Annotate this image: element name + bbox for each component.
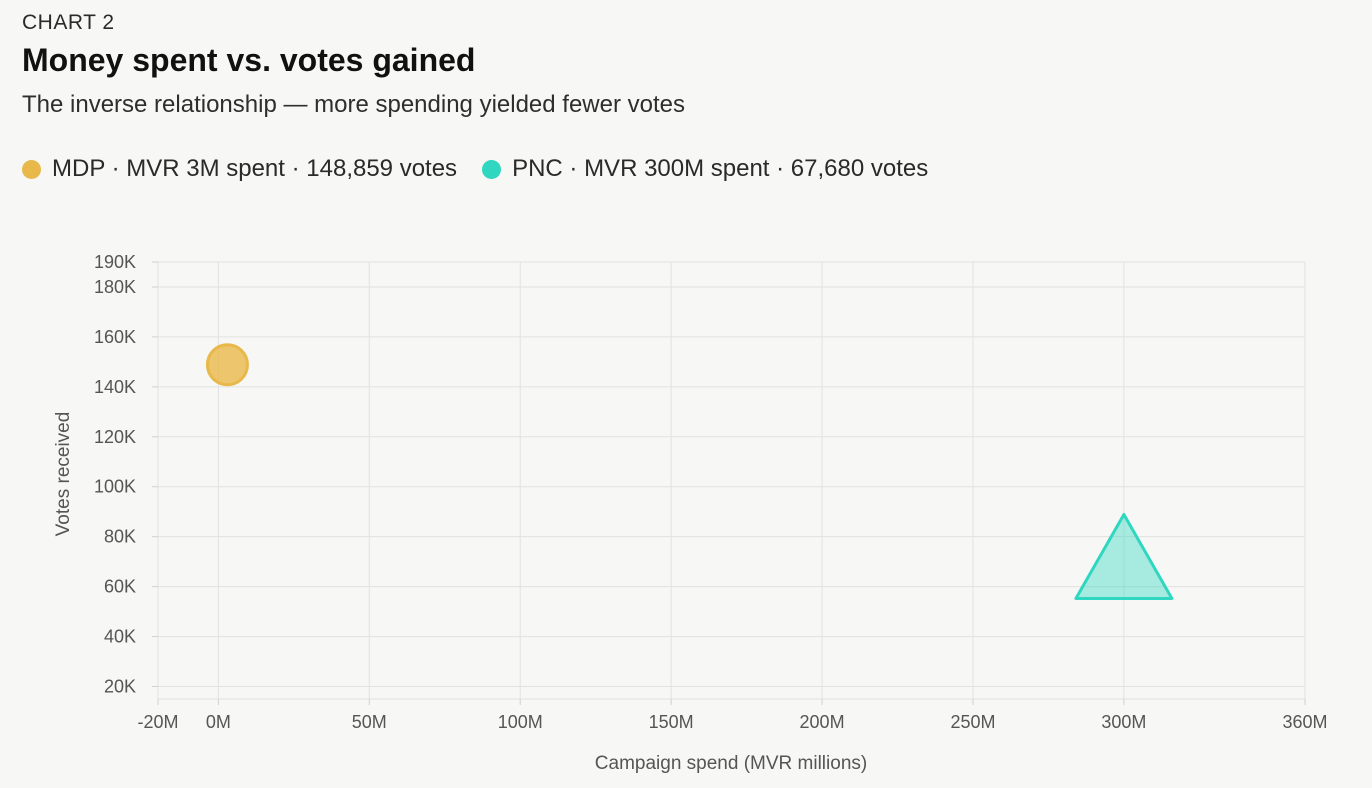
legend-item-mdp[interactable]: MDP · MVR 3M spent · 148,859 votes bbox=[22, 155, 457, 183]
x-tick-label: -20M bbox=[137, 712, 178, 732]
legend-swatch-mdp bbox=[22, 159, 41, 179]
x-tick-label: 0M bbox=[206, 712, 231, 732]
y-tick-label: 190K bbox=[94, 252, 136, 272]
legend-item-pnc[interactable]: PNC · MVR 300M spent · 67,680 votes bbox=[482, 155, 928, 183]
y-tick-label: 100K bbox=[94, 477, 136, 497]
chart-subtitle: The inverse relationship — more spending… bbox=[22, 91, 686, 118]
y-tick-label: 20K bbox=[104, 677, 136, 697]
x-axis-label: Campaign spend (MVR millions) bbox=[595, 753, 867, 774]
chart-kicker: CHART 2 bbox=[22, 11, 115, 34]
y-tick-label: 120K bbox=[94, 427, 136, 447]
x-tick-label: 250M bbox=[950, 712, 995, 732]
x-tick-label: 50M bbox=[352, 712, 387, 732]
data-point-pnc bbox=[1074, 512, 1174, 600]
grid-lines bbox=[157, 261, 1306, 700]
legend-swatch-pnc bbox=[482, 159, 502, 179]
y-tick-label: 140K bbox=[94, 377, 136, 397]
y-tick-label: 160K bbox=[94, 327, 136, 347]
x-tick-label: 360M bbox=[1282, 712, 1327, 732]
x-tick-label: 200M bbox=[800, 712, 845, 732]
legend-label-pnc: PNC · MVR 300M spent · 67,680 votes bbox=[512, 155, 929, 182]
y-axis-label: Votes received bbox=[53, 412, 74, 537]
legend: MDP · MVR 3M spent · 148,859 votes PNC ·… bbox=[22, 155, 953, 183]
x-tick-label: 150M bbox=[649, 712, 694, 732]
y-tick-label: 60K bbox=[104, 577, 136, 597]
x-tick-label: 300M bbox=[1101, 712, 1146, 732]
y-axis-ticks: 20K 40K 60K 80K 100K 120K 140K 160K 180K 190K bbox=[94, 252, 158, 697]
legend-label-mdp: MDP · MVR 3M spent · 148,859 votes bbox=[52, 155, 458, 182]
y-tick-label: 80K bbox=[104, 527, 136, 547]
y-tick-label: 180K bbox=[94, 277, 136, 297]
x-axis-ticks: -20M 0M 50M 100M 150M 200M 250M 300M 360M bbox=[137, 699, 1328, 732]
data-point-mdp bbox=[205, 343, 249, 387]
data-points bbox=[205, 343, 1174, 600]
chart-title: Money spent vs. votes gained bbox=[22, 42, 476, 78]
y-tick-label: 40K bbox=[104, 627, 136, 647]
x-tick-label: 100M bbox=[498, 712, 543, 732]
